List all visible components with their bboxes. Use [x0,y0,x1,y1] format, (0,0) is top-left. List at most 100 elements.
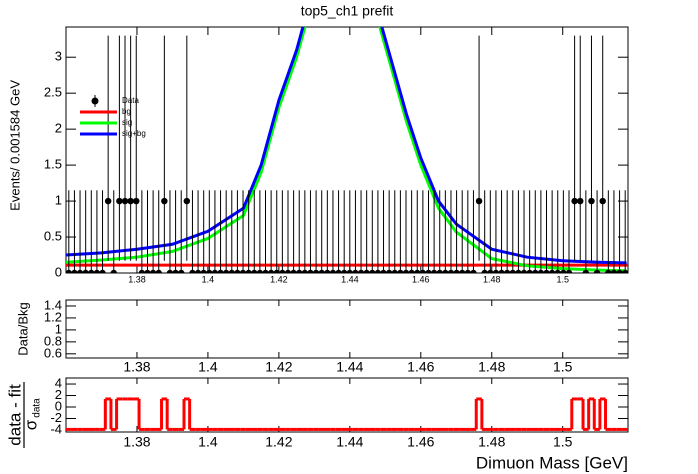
data-point [245,269,252,273]
data-point [616,269,623,273]
data-point [515,269,522,273]
y-tick-label: -2 [50,410,62,425]
data-point [251,269,258,273]
fit-curve [66,27,627,265]
data-point [155,269,162,273]
x-tick-label: 1.44 [336,359,363,375]
data-point [194,269,202,273]
data-point [537,269,545,273]
data-point [436,269,443,273]
y-tick-label: 2.5 [44,85,62,100]
x-tick-label: 1.46 [407,434,434,450]
data-point [329,269,337,273]
x-tick-label: 1.48 [483,274,501,284]
data-point [211,269,219,273]
y-tick-label: 1.2 [44,309,62,324]
data-point [397,269,404,273]
data-point [267,269,275,273]
y-tick-label: -4 [50,421,62,436]
data-point [414,269,421,273]
x-tick-label: 1.38 [123,434,150,450]
x-tick-label: 1.5 [553,434,573,450]
data-point [290,269,297,273]
x-tick-label: 1.38 [123,359,150,375]
data-point [526,269,533,273]
data-point [149,269,157,273]
data-point [582,269,590,273]
y-axis-title: Data/Bkg [15,302,30,355]
data-point [402,269,410,273]
data-point [374,269,382,273]
y-tick-label: 0 [55,264,62,279]
legend-label: sig [122,118,132,127]
data-point [492,269,500,273]
data-point [442,269,449,273]
data-point [222,269,230,273]
data-point [470,269,477,273]
y-tick-label: 1 [55,193,62,208]
x-tick-label: 1.4 [202,274,215,284]
data-point [200,269,207,273]
data-point [577,197,584,205]
data-point [363,269,370,273]
data-point [66,269,73,273]
x-tick-label: 1.42 [265,434,292,450]
data-point [464,269,472,273]
y-axis-title: Events/ 0.001584 GeV [7,80,22,211]
data-point [189,269,196,273]
data-point [88,269,95,273]
data-point [352,269,359,273]
y-tick-label: 0.8 [44,333,62,348]
data-point [76,269,84,273]
data-point [228,269,235,273]
data-point [284,269,292,273]
x-tick-label: 1.4 [198,434,218,450]
data-point [116,197,123,205]
data-point [166,269,174,273]
plot-frame [65,377,629,433]
x-tick-label: 1.44 [336,434,363,450]
data-point [206,269,213,273]
data-point [565,269,573,273]
data-point [447,269,455,273]
data-point [369,269,376,273]
y-tick-label: 1 [55,321,62,336]
legend-label: bg [122,107,131,116]
data-point [301,269,309,273]
data-point [312,269,320,273]
data-point [93,269,101,273]
data-point [503,269,511,273]
x-tick-label: 1.5 [553,359,573,375]
data-point [498,269,505,273]
x-tick-label: 1.46 [412,274,430,284]
data-point [138,269,146,273]
data-point [307,269,314,273]
x-tick-label: 1.42 [265,359,292,375]
x-axis-title: Dimuon Mass [GeV] [476,453,628,472]
data-point [324,269,331,273]
data-point [273,269,280,273]
y-tick-label: 2 [55,121,62,136]
data-point [234,269,241,273]
data-point [104,197,112,205]
data-point [256,269,264,273]
data-point [318,269,325,273]
fit-curve [66,27,627,273]
data-point [509,269,516,273]
data-point [391,269,398,273]
data-point [560,269,567,273]
data-point [71,269,78,273]
data-point [532,269,539,273]
data-point [588,197,595,205]
data-point [543,269,550,273]
data-point [571,197,578,205]
data-point [121,197,129,205]
data-point [593,269,601,273]
data-point [380,269,387,273]
data-point [262,269,269,273]
data-point [430,269,438,273]
x-tick-label: 1.48 [478,359,505,375]
data-point [459,269,466,273]
data-point [296,269,303,273]
